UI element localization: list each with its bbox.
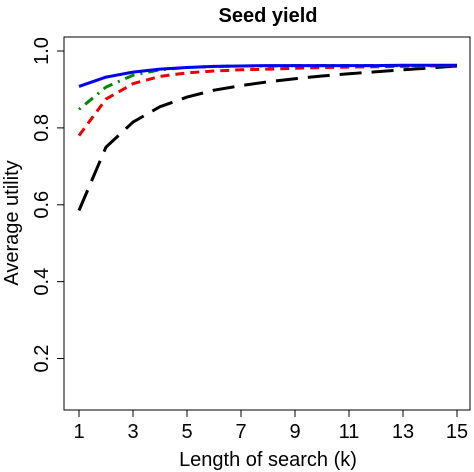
y-tick-label: 0.2 — [31, 345, 53, 373]
chart-title: Seed yield — [219, 5, 318, 27]
x-tick-label: 5 — [181, 421, 192, 443]
y-axis-label: Average utility — [1, 160, 23, 285]
series-layer — [77, 63, 458, 212]
x-axis-label: Length of search (k) — [179, 449, 357, 471]
x-tick-label: 11 — [339, 421, 360, 443]
y-axis: 0.2 0.4 0.6 0.8 1.0 — [31, 37, 65, 373]
x-tick-label: 9 — [289, 421, 300, 443]
x-tick-label: 3 — [127, 421, 138, 443]
x-tick-label: 1 — [73, 421, 84, 443]
x-tick-label: 13 — [392, 421, 414, 443]
y-tick-label: 0.4 — [31, 268, 53, 296]
x-tick-label: 7 — [235, 421, 246, 443]
series-line-dashed — [77, 64, 458, 137]
y-tick-label: 1.0 — [31, 37, 53, 65]
y-tick-label: 0.8 — [31, 114, 53, 142]
series-line-solid — [78, 63, 457, 88]
y-tick-label: 0.6 — [31, 191, 53, 219]
x-axis: 1 3 5 7 9 11 13 15 — [73, 409, 468, 443]
x-tick-label: 15 — [446, 421, 468, 443]
series-line-longdash — [77, 64, 458, 212]
plot-frame — [63, 36, 471, 411]
